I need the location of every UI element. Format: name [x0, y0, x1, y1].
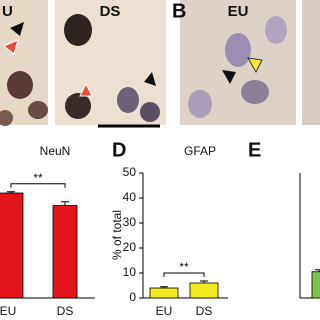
significance-label: **	[33, 171, 43, 185]
bar	[149, 287, 179, 299]
bar	[189, 282, 219, 299]
image-label: DS	[100, 3, 121, 20]
y-tick-label: 40	[123, 190, 137, 204]
arrowhead	[10, 22, 24, 36]
y-tick-label: 30	[123, 215, 137, 229]
y-tick-label: 0	[129, 290, 136, 304]
cell	[64, 14, 92, 46]
cell	[188, 90, 212, 118]
bar	[0, 192, 24, 299]
panel-letter: D	[112, 139, 126, 161]
panel-letter: E	[248, 139, 261, 161]
arrowhead	[222, 70, 236, 84]
arrowhead	[79, 82, 93, 97]
image	[302, 0, 320, 125]
cell	[28, 101, 48, 119]
cell	[265, 16, 287, 44]
image-label: U	[2, 3, 13, 20]
bar	[311, 271, 320, 299]
image-label: EU	[228, 3, 249, 20]
chart-title: NeuN	[40, 144, 71, 158]
cell	[225, 33, 251, 67]
x-tick-label: DS	[57, 304, 74, 318]
arrowhead	[144, 72, 156, 86]
cell	[140, 102, 160, 122]
x-tick-label: DS	[196, 304, 213, 318]
significance-bracket	[163, 272, 205, 277]
y-tick-label: 50	[123, 165, 137, 179]
x-tick-label: EU	[156, 304, 173, 318]
significance-label: **	[179, 260, 189, 274]
y-tick-label: 20	[123, 240, 137, 254]
arrowhead	[3, 39, 19, 55]
y-tick-label: 10	[123, 265, 137, 279]
micrographs	[0, 0, 320, 128]
bar	[52, 205, 78, 299]
x-tick-label: EU	[0, 304, 16, 318]
cell	[7, 71, 33, 99]
cell	[117, 87, 139, 113]
chart-title: GFAP	[184, 144, 216, 158]
panel-letter: B	[172, 0, 186, 22]
arrowhead	[247, 57, 263, 74]
cell	[0, 110, 13, 126]
cell	[65, 93, 91, 119]
y-axis-label: % of total	[110, 210, 124, 260]
significance-bracket	[10, 183, 66, 188]
cell	[241, 80, 269, 104]
